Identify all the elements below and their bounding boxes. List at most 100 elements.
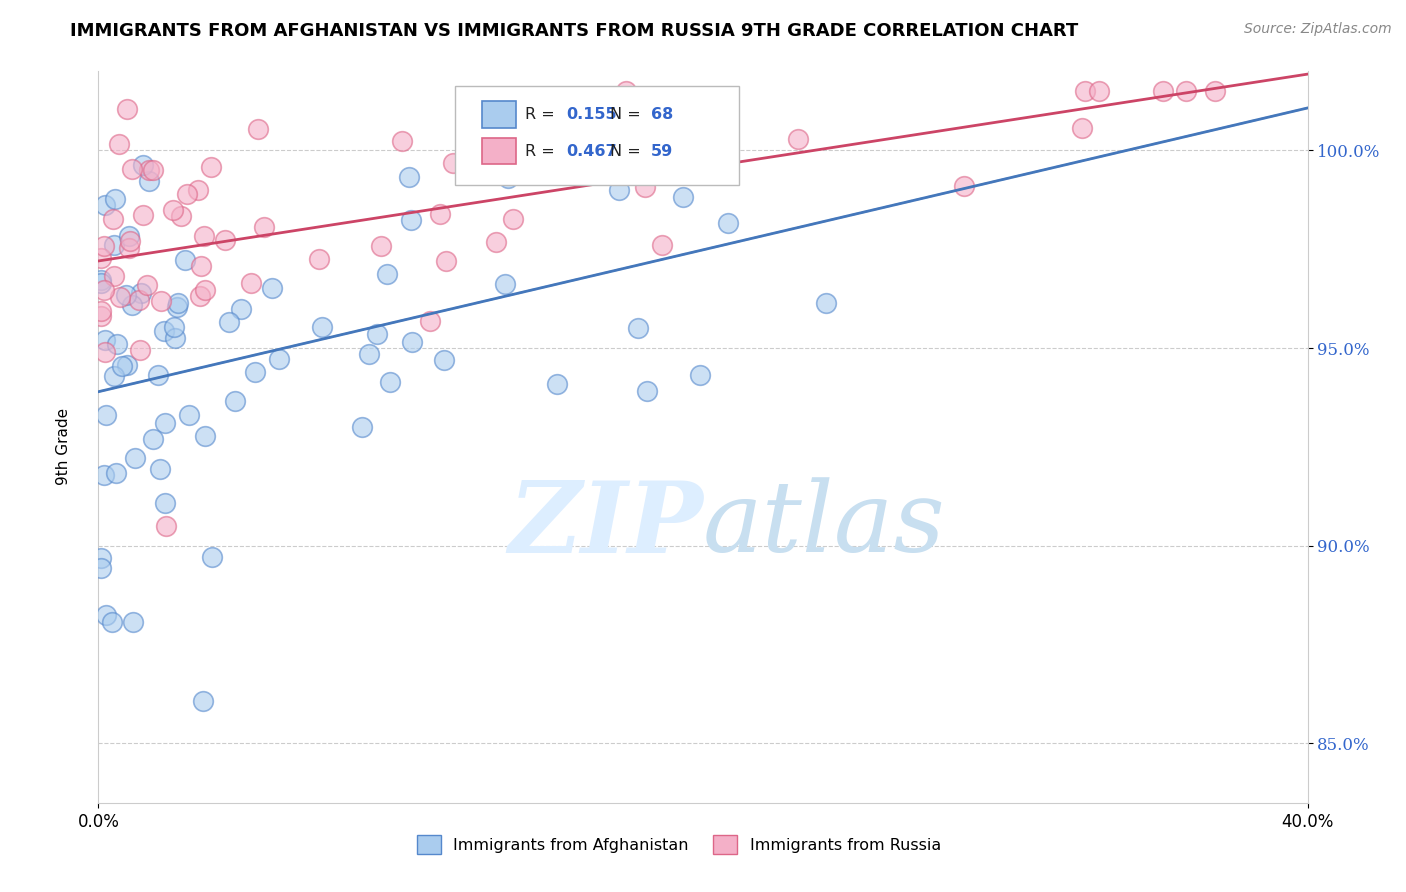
Text: 0.155: 0.155 [567,107,617,122]
Point [689,368,711,382]
Point [672,190,695,204]
Point [122,615,145,630]
Point [494,277,516,292]
Point [375,268,398,282]
Point [1204,84,1226,98]
Point [132,158,155,172]
Point [247,122,270,136]
Point [308,252,330,266]
Point [121,162,143,177]
Point [200,160,222,174]
Text: ZIP: ZIP [508,476,703,573]
Point [441,156,464,170]
Point [191,694,214,708]
Point [496,171,519,186]
Point [93,238,115,252]
Point [90,560,112,574]
Point [101,615,124,630]
Point [651,237,673,252]
Point [94,198,117,212]
Point [129,285,152,300]
Point [675,128,697,143]
Point [485,235,508,250]
Point [155,519,177,533]
Point [391,134,413,148]
Point [194,283,217,297]
Point [90,251,112,265]
Point [627,320,650,334]
Point [546,377,568,392]
Point [614,84,637,98]
Point [90,310,112,324]
Point [128,343,150,358]
Point [239,276,262,290]
Text: atlas: atlas [703,477,946,573]
Point [245,365,267,379]
Point [214,233,236,247]
Point [1175,84,1198,98]
Point [153,416,176,430]
Point [1074,84,1097,98]
Point [153,324,176,338]
Point [120,234,142,248]
Point [359,347,381,361]
Point [103,237,125,252]
Point [93,344,115,359]
Text: IMMIGRANTS FROM AFGHANISTAN VS IMMIGRANTS FROM RUSSIA 9TH GRADE CORRELATION CHAR: IMMIGRANTS FROM AFGHANISTAN VS IMMIGRANT… [70,22,1078,40]
Point [90,304,112,318]
Point [401,335,423,350]
Point [121,298,143,312]
Point [581,103,603,118]
Text: 59: 59 [651,144,673,159]
Point [366,326,388,341]
Point [108,137,131,152]
Point [136,277,159,292]
Legend: Immigrants from Afghanistan, Immigrants from Russia: Immigrants from Afghanistan, Immigrants … [411,829,948,861]
FancyBboxPatch shape [456,86,740,185]
Point [717,216,740,230]
Point [90,273,112,287]
Point [260,281,283,295]
Point [370,239,392,253]
Point [502,211,524,226]
Point [267,351,290,366]
Point [218,315,240,329]
Point [378,375,401,389]
Point [148,368,170,382]
Point [491,153,513,167]
Point [194,429,217,443]
Point [111,359,134,374]
Point [132,208,155,222]
Point [1071,121,1094,136]
Point [1152,84,1174,98]
Text: N =: N = [610,144,645,159]
Point [103,369,125,384]
Point [128,293,150,307]
FancyBboxPatch shape [482,138,516,164]
Point [115,102,138,116]
Text: 0.467: 0.467 [567,144,617,159]
Point [90,551,112,566]
Text: Source: ZipAtlas.com: Source: ZipAtlas.com [1244,22,1392,37]
Point [90,277,112,291]
Point [187,183,209,197]
Point [165,331,187,345]
Point [229,301,252,316]
Point [96,409,118,423]
Point [163,320,186,334]
Text: 68: 68 [651,107,673,122]
Point [703,131,725,145]
Point [578,166,600,180]
Point [138,163,160,178]
Point [93,283,115,297]
Point [93,467,115,482]
Point [815,296,838,310]
Point [607,183,630,197]
Text: R =: R = [526,144,560,159]
Point [311,319,333,334]
Point [108,290,131,304]
Point [105,336,128,351]
Point [148,462,170,476]
Point [101,211,124,226]
Point [94,607,117,622]
